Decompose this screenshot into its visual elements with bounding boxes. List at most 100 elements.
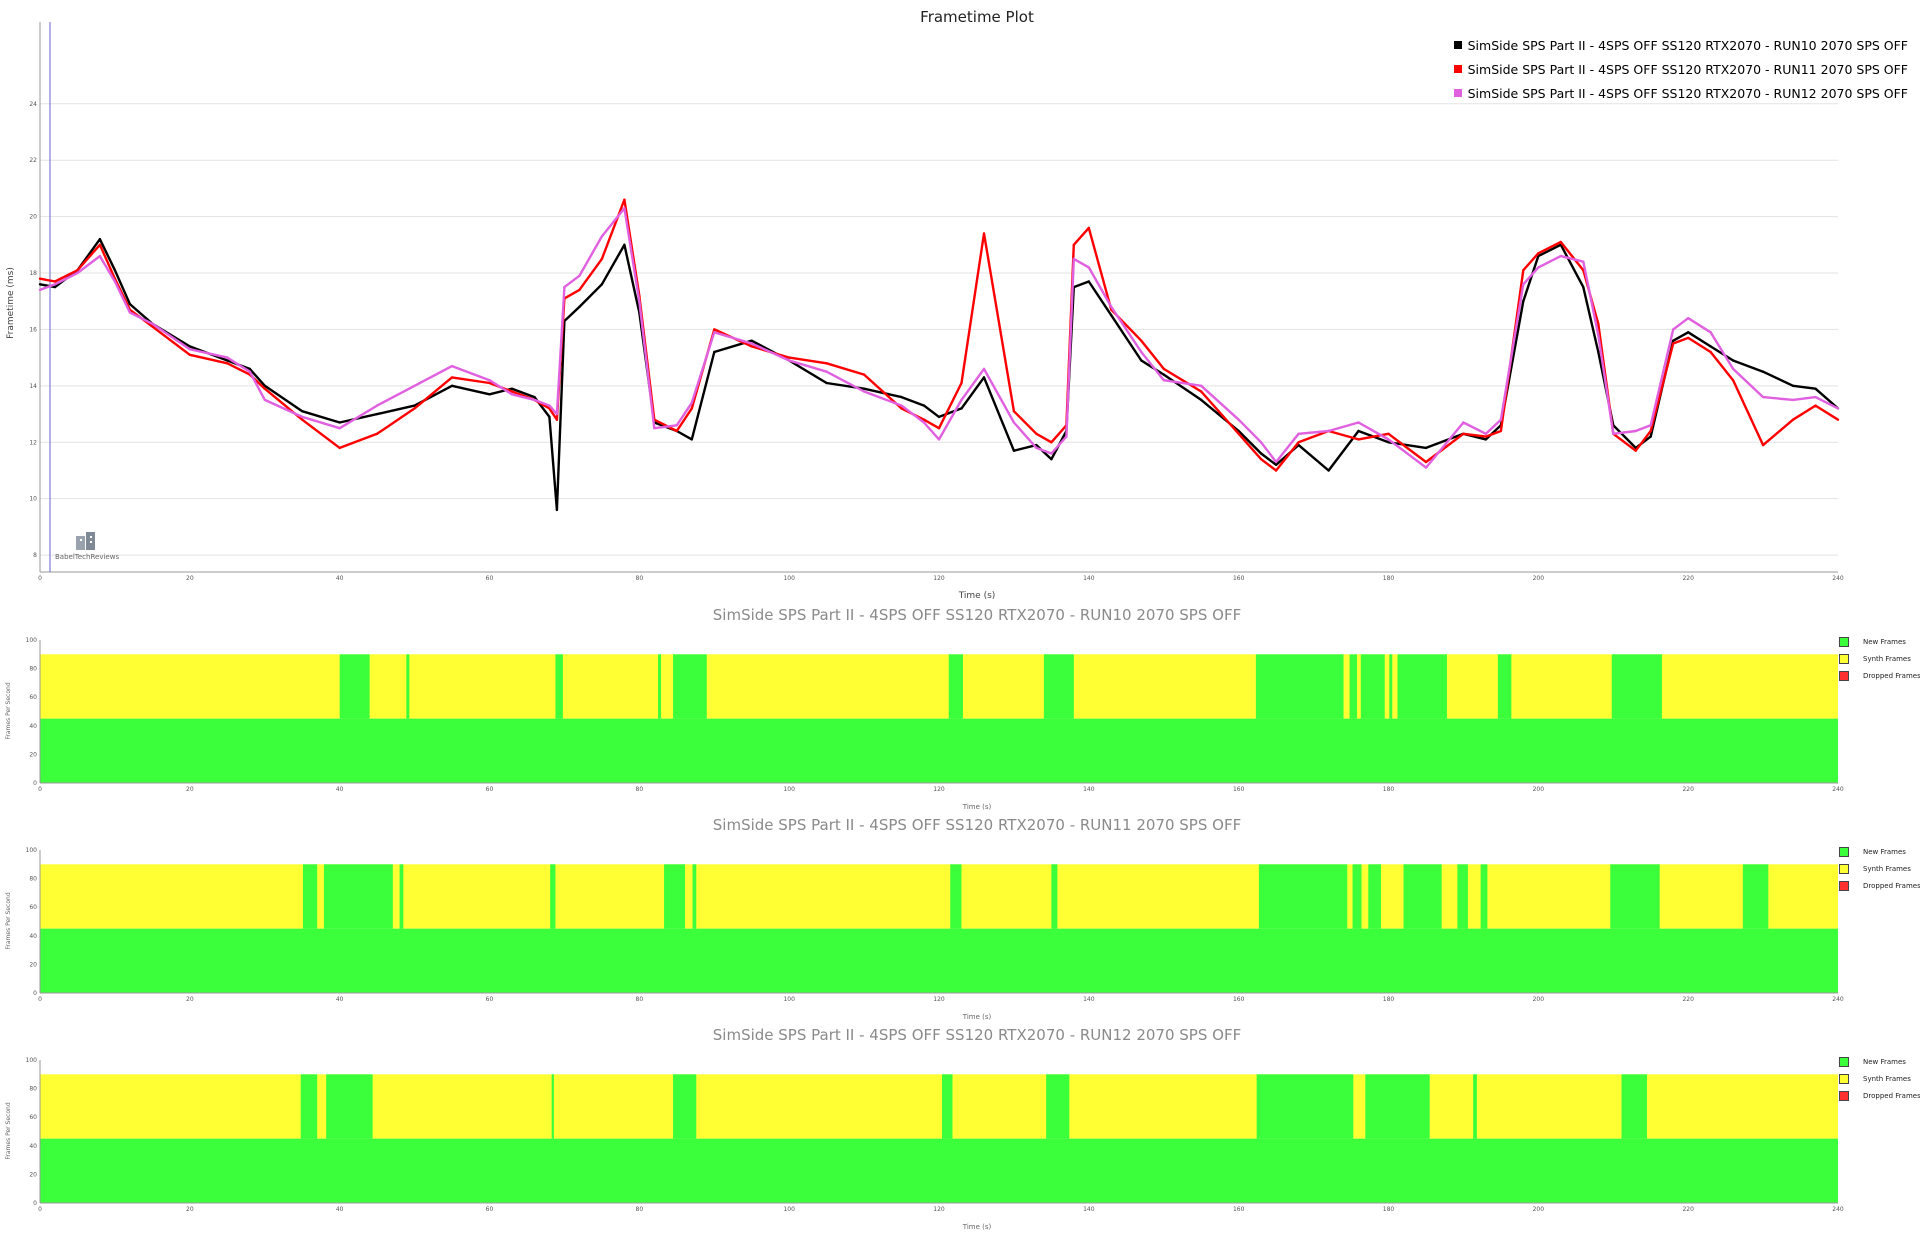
data-point-run10: [533, 395, 536, 399]
fps-y-tick-label: 0: [33, 990, 37, 997]
x-tick-label: 180: [1383, 575, 1395, 582]
fps-x-tick-label: 180: [1383, 996, 1395, 1003]
data-point-run10: [900, 395, 903, 399]
x-tick-label: 200: [1533, 575, 1545, 582]
data-point-run12: [1559, 254, 1563, 258]
data-point-run11: [53, 280, 57, 283]
data-point-run11: [982, 232, 986, 235]
data-point-run12: [1484, 432, 1488, 435]
data-point-run11: [825, 362, 828, 365]
new-frames-segment: [692, 864, 697, 929]
fps-x-tick-label: 200: [1533, 1206, 1545, 1213]
fps-x-tick-label: 100: [783, 786, 795, 793]
data-point-run11: [338, 446, 341, 450]
fps-legend-new: New Frames: [1839, 633, 1920, 650]
new-frames-area: [40, 1138, 1838, 1203]
data-point-run10: [982, 376, 986, 379]
data-point-run11: [510, 390, 514, 393]
data-point-run10: [922, 404, 926, 407]
fps-legend-run11: New Frames Synth Frames Dropped Frames: [1839, 843, 1920, 894]
new-frames-segment: [326, 1074, 373, 1139]
data-point-run10: [113, 269, 117, 272]
data-point-run12: [1791, 398, 1795, 402]
data-point-run11: [690, 407, 693, 410]
fps-x-tick-label: 220: [1682, 996, 1694, 1003]
series-line-run11[interactable]: [39, 198, 1839, 472]
data-point-run12: [188, 348, 191, 351]
data-point-run10: [1387, 441, 1390, 444]
legend-swatch-run11: [1453, 65, 1462, 73]
new-frames-segment: [555, 654, 563, 719]
data-point-run11: [488, 381, 491, 385]
data-point-run11: [1274, 469, 1278, 472]
data-point-run12: [1836, 407, 1840, 410]
fps-x-tick-label: 60: [486, 996, 494, 1003]
fps-x-tick-label: 40: [336, 996, 344, 1003]
fps-y-tick-label: 0: [33, 780, 37, 787]
fps-title-run10: SimSide SPS Part II - 4SPS OFF SS120 RTX…: [713, 606, 1241, 624]
legend-item-run10[interactable]: SimSide SPS Part II - 4SPS OFF SS120 RTX…: [1453, 33, 1908, 57]
data-point-run12: [1274, 460, 1278, 464]
fps-legend-dropped: Dropped Frames: [1839, 877, 1920, 894]
data-point-run10: [1162, 373, 1166, 376]
data-point-run12: [128, 311, 132, 314]
data-point-run11: [750, 345, 753, 348]
data-point-run12: [488, 379, 491, 382]
data-point-run10: [555, 508, 559, 512]
data-point-run10: [1649, 435, 1652, 438]
data-point-run12: [982, 367, 986, 371]
legend-label-run11: SimSide SPS Part II - 4SPS OFF SS120 RTX…: [1467, 61, 1908, 77]
legend-item-run11[interactable]: SimSide SPS Part II - 4SPS OFF SS120 RTX…: [1453, 57, 1908, 81]
data-point-run10: [263, 384, 266, 387]
data-point-run10: [937, 415, 941, 419]
x-tick-label: 80: [636, 575, 644, 582]
new-frames-segment: [1043, 654, 1074, 719]
data-point-run12: [1522, 283, 1525, 286]
fps-x-tick-label: 0: [38, 996, 42, 1003]
data-point-run12: [1814, 395, 1817, 399]
frametime-grid: [40, 22, 1838, 572]
legend-item-run12[interactable]: SimSide SPS Part II - 4SPS OFF SS120 RTX…: [1453, 81, 1908, 105]
data-point-run11: [1537, 252, 1540, 255]
new-frames-segment: [551, 1074, 554, 1139]
data-point-run12: [1012, 421, 1016, 424]
data-point-run10: [960, 407, 963, 410]
data-point-run12: [1537, 266, 1540, 269]
x-tick-label: 60: [486, 575, 494, 582]
new-frames-segment: [1368, 864, 1382, 929]
data-point-run11: [263, 387, 266, 390]
x-tick-label: 100: [783, 575, 795, 582]
data-point-run12: [1297, 432, 1300, 435]
new-frames-segment: [1255, 654, 1344, 719]
data-point-run10: [1484, 438, 1488, 441]
data-point-run10: [750, 339, 753, 342]
data-point-run11: [1499, 429, 1503, 433]
babeltech-logo: BabelTechReviews: [55, 532, 119, 561]
data-point-run10: [248, 367, 251, 371]
series-line-run12[interactable]: [39, 206, 1839, 469]
data-point-run12: [900, 404, 903, 407]
data-point-run10: [450, 384, 454, 387]
legend-label-run12: SimSide SPS Part II - 4SPS OFF SS120 RTX…: [1467, 85, 1908, 101]
fps-x-tick-label: 120: [933, 996, 945, 1003]
data-point-run11: [937, 427, 941, 430]
data-point-run10: [862, 387, 866, 390]
data-point-run12: [1035, 446, 1038, 450]
new-frames-segment: [300, 1074, 318, 1139]
data-point-run11: [900, 407, 903, 410]
data-point-run12: [76, 271, 79, 275]
synth-frames-swatch: [1839, 653, 1849, 664]
data-point-run11: [1035, 432, 1038, 435]
data-point-run12: [1387, 438, 1390, 441]
data-point-run12: [1110, 305, 1113, 309]
fps-x-tick-label: 160: [1233, 1206, 1245, 1213]
new-frames-segment: [550, 864, 556, 929]
fps-x-tick-label: 200: [1533, 996, 1545, 1003]
data-point-run12: [555, 412, 559, 416]
data-point-run12: [375, 404, 379, 407]
data-point-run11: [1357, 438, 1360, 441]
fps-x-tick-label: 60: [486, 1206, 494, 1213]
data-point-run12: [1709, 331, 1712, 334]
new-frames-swatch: [1839, 846, 1849, 857]
fps-y-tick-label: 20: [29, 1171, 37, 1178]
